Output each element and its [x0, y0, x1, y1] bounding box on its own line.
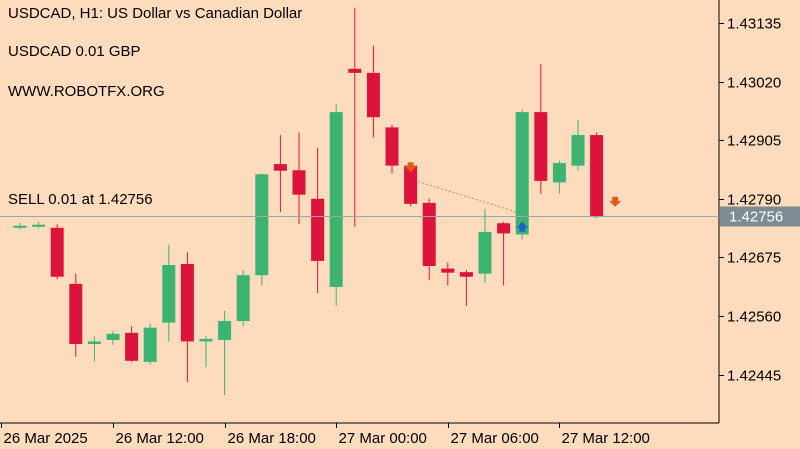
buy-arrow-icon: [516, 221, 529, 232]
website-label: WWW.ROBOTFX.ORG: [8, 83, 165, 100]
y-tick-label: 1.42905: [727, 133, 781, 150]
bear-candle: [497, 223, 511, 234]
sell-arrow-icon: [404, 162, 417, 173]
trade-connector-line: [410, 178, 523, 215]
x-tick-label: 26 Mar 18:00: [228, 430, 316, 447]
bear-candle: [348, 68, 362, 73]
bear-candle: [459, 272, 473, 277]
y-tick-label: 1.43135: [727, 16, 781, 33]
bear-candle: [366, 72, 380, 118]
lot-info-label: USDCAD 0.01 GBP: [8, 43, 141, 60]
y-tick-label: 1.42675: [727, 250, 781, 267]
bull-candle: [162, 265, 176, 323]
y-tick-label: 1.42445: [727, 368, 781, 385]
bear-candle: [590, 135, 604, 217]
bear-candle: [50, 227, 64, 277]
bull-candle: [143, 327, 157, 362]
bull-candle: [236, 275, 250, 322]
bear-candle: [441, 268, 455, 273]
bull-candle: [218, 321, 232, 340]
bear-candle: [292, 170, 306, 195]
bear-candle: [404, 165, 418, 204]
bull-candle: [478, 231, 492, 274]
bull-candle: [329, 112, 343, 287]
current-price-label: 1.42756: [729, 209, 783, 226]
y-tick-label: 1.43020: [727, 75, 781, 92]
current-price-tag: [720, 206, 800, 227]
y-tick-label: 1.42560: [727, 309, 781, 326]
bull-candle: [552, 163, 566, 183]
bull-candle: [515, 112, 529, 235]
y-tick-label: 1.42790: [727, 192, 781, 209]
bear-candle: [125, 332, 139, 361]
bear-candle: [385, 127, 399, 166]
bull-candle: [13, 225, 27, 228]
bear-candle: [534, 112, 548, 181]
bear-candle: [273, 164, 287, 171]
bear-candle: [69, 283, 83, 345]
x-tick-label: 27 Mar 06:00: [451, 430, 539, 447]
bull-candle: [106, 333, 120, 340]
bull-candle: [255, 174, 269, 276]
bull-candle: [571, 135, 585, 166]
bear-candle: [180, 263, 194, 342]
bull-candle: [87, 341, 101, 345]
x-tick-label: 26 Mar 2025: [4, 430, 88, 447]
x-tick-label: 26 Mar 12:00: [116, 430, 204, 447]
chart-title: USDCAD, H1: US Dollar vs Canadian Dollar: [8, 5, 303, 22]
x-tick-label: 27 Mar 00:00: [339, 430, 427, 447]
sell-order-label: SELL 0.01 at 1.42756: [8, 191, 153, 208]
x-tick-label: 27 Mar 12:00: [562, 430, 650, 447]
bull-candle: [32, 224, 46, 227]
bear-candle: [422, 202, 436, 267]
sell-arrow-icon: [609, 196, 622, 207]
bear-candle: [311, 198, 325, 261]
bull-candle: [199, 338, 213, 342]
